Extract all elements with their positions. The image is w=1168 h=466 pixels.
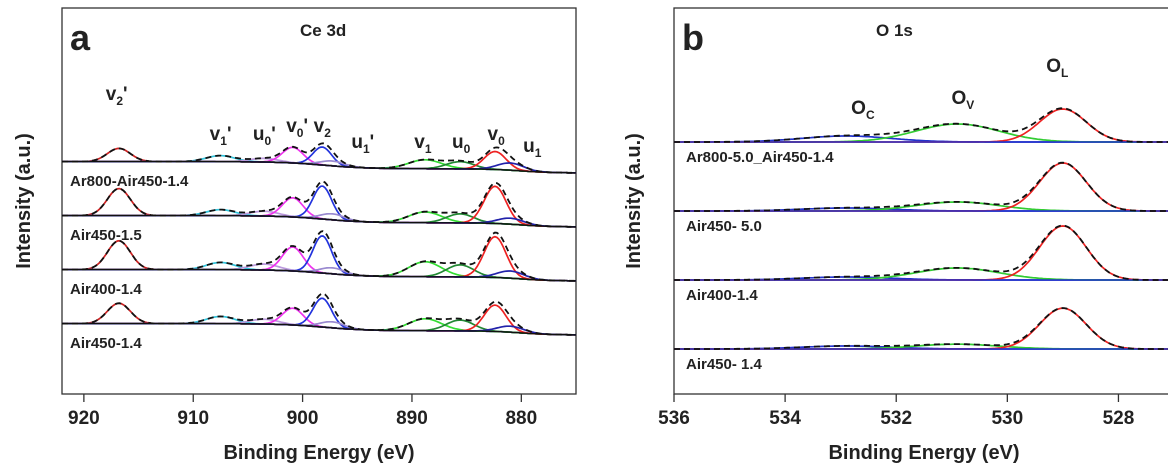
envelope-line [62,230,577,282]
peak-label: OL [1046,56,1068,80]
peak-label: u0' [253,124,276,148]
peak-label: v2' [106,84,128,108]
panel-b-letter: b [682,17,704,58]
panel-a-x-ticks: 920 910 900 890 880 [68,394,537,429]
panel-b-curves [674,107,1168,350]
component-v0-line [62,185,577,228]
background-line [62,214,577,228]
sample-label: Air450-1.4 [70,335,142,352]
x-tick-label: 900 [287,408,319,429]
component-v2p-line [62,239,577,282]
series-3 [674,307,1168,350]
sample-label: Air450- 5.0 [686,218,762,235]
x-tick-label: 880 [505,408,537,429]
x-tick-label: 532 [880,408,912,429]
x-tick-label: 910 [177,408,209,429]
sample-label: Ar800-5.0_Air450-1.4 [686,149,834,166]
panel-a-ylabel: Intensity (a.u.) [13,133,35,269]
envelope-line [62,142,577,174]
panel-a-chart: a Ce 3d v2' v1' u0' v0' v2 u1' v1 u0 v0 u1 Ar800-… [13,7,577,464]
x-tick-label: 528 [1103,408,1135,429]
panel-b-x-ticks: 536 534 532 530 528 [658,394,1134,429]
series-1 [674,161,1168,212]
series-0 [674,107,1168,143]
peak-label: u1' [351,132,374,156]
panel-a-frame [61,7,577,395]
sample-label: Ar800-Air450-1.4 [70,173,189,190]
envelope-line [674,107,1168,143]
envelope-line [62,180,577,228]
envelope-line [674,161,1168,212]
sample-label: Air400-1.4 [686,287,758,304]
panel-b-sample-labels: Ar800-5.0_Air450-1.4 Air450- 5.0 Air400-1.… [686,149,834,373]
peak-label: u0 [452,132,471,156]
sample-label: Air400-1.4 [70,281,142,298]
panel-a-xlabel: Binding Energy (eV) [223,442,414,464]
x-tick-label: 530 [991,408,1023,429]
peak-label: u1 [523,136,542,160]
component-u1p-line [62,160,577,174]
panel-a-sample-labels: Ar800-Air450-1.4 Air450-1.5 Air400-1.4 Air4… [70,173,189,352]
panel-b-chart: b O 1s OC OV OL Ar800-5.0_Air450-1.4 Air450… [623,7,1168,464]
series-2 [674,224,1168,281]
panel-a-curves [62,142,577,336]
envelope-line [674,224,1168,281]
series-2 [62,230,577,282]
peak-label: v2 [314,116,332,140]
x-tick-label: 536 [658,408,690,429]
panel-b-peak-labels: OC OV OL [851,56,1068,122]
panel-a-peak-labels: v2' v1' u0' v0' v2 u1' v1 u0 v0 u1 [106,84,542,160]
x-tick-label: 890 [396,408,428,429]
component-OL-line [674,162,1168,212]
series-3 [62,292,577,336]
sample-label: Air450-1.5 [70,227,142,244]
peak-label: v1' [210,124,232,148]
component-OV-line [674,267,1168,281]
panel-b-title: O 1s [876,21,913,40]
peak-label: OC [851,98,875,122]
component-v2-line [62,297,577,336]
component-OV-line [674,123,1168,143]
peak-label: v0' [286,116,308,140]
series-0 [62,142,577,174]
panel-b-frame [673,7,1168,395]
peak-label: v0 [488,124,506,148]
component-v2-line [62,185,577,228]
component-v0p-line [62,196,577,228]
envelope-line [674,307,1168,350]
component-OL-line [674,108,1168,143]
panel-b-ylabel: Intensity (a.u.) [623,133,645,269]
panel-a-title: Ce 3d [300,21,346,40]
panel-a-letter: a [70,17,91,58]
peak-label: v1 [414,132,432,156]
background-line [62,268,577,282]
background-line [62,322,577,336]
series-1 [62,180,577,228]
x-tick-label: 920 [68,408,100,429]
sample-label: Air450- 1.4 [686,356,763,373]
component-OL-line [674,307,1168,350]
component-v2p-line [62,187,577,228]
x-tick-label: 534 [769,408,801,429]
envelope-line [62,292,577,336]
panel-b-xlabel: Binding Energy (eV) [828,442,1019,464]
peak-label: OV [951,88,974,112]
